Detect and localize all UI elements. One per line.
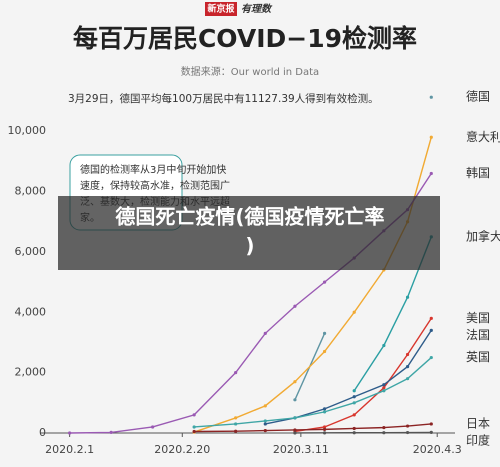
subtitle: 数据来源：Our world in Data xyxy=(181,65,319,78)
banner-bg xyxy=(58,196,440,270)
point xyxy=(293,380,297,384)
point xyxy=(234,422,238,426)
point xyxy=(405,365,410,369)
note-text: 德国的检测率从3月中旬开始加快 xyxy=(80,163,226,176)
banner-line-1: 德国死亡疫情(德国疫情死亡率 xyxy=(115,205,384,229)
point xyxy=(405,377,410,381)
y-tick-label: 2,000 xyxy=(15,366,47,379)
point xyxy=(429,135,433,139)
point xyxy=(352,431,356,435)
point xyxy=(322,407,327,411)
point xyxy=(322,349,327,354)
point xyxy=(293,398,297,402)
annotation: 3月29日，德国平均每100万居民中有11127.39人得到有效检测。 xyxy=(68,92,379,105)
y-tick-label: 10,000 xyxy=(8,124,47,137)
chart-title: 每百万居民COVID−19检测率 xyxy=(73,24,417,53)
legend-label: 印度 xyxy=(466,432,490,447)
point xyxy=(322,427,327,431)
series-line xyxy=(194,357,432,428)
point xyxy=(263,404,267,408)
point xyxy=(352,395,356,399)
point xyxy=(352,310,356,314)
point xyxy=(429,430,433,434)
point xyxy=(322,280,327,284)
point xyxy=(352,413,356,417)
legend-label: 法国 xyxy=(466,328,490,342)
point xyxy=(151,425,155,429)
point xyxy=(429,328,433,332)
point xyxy=(293,428,297,432)
point xyxy=(352,389,356,393)
point xyxy=(322,410,327,414)
point xyxy=(322,331,327,336)
point xyxy=(192,413,196,417)
point xyxy=(429,355,433,360)
logo: 有理数 xyxy=(241,3,273,15)
banner-line-2: ) xyxy=(245,234,254,258)
point xyxy=(382,383,386,387)
y-tick-label: 8,000 xyxy=(15,185,47,198)
legend-label: 德国 xyxy=(466,89,490,104)
point xyxy=(322,431,327,435)
point xyxy=(382,425,386,430)
logo-badge xyxy=(205,2,237,16)
point xyxy=(234,371,238,375)
point xyxy=(429,95,433,99)
point xyxy=(429,422,433,426)
point xyxy=(263,419,267,423)
point xyxy=(429,171,433,176)
point xyxy=(109,430,113,434)
point xyxy=(405,352,410,357)
legend-label: 韩国 xyxy=(466,165,490,180)
point xyxy=(405,424,410,428)
legend-label: 日本 xyxy=(466,416,490,430)
point xyxy=(263,428,267,433)
y-tick-label: 6,000 xyxy=(15,245,47,258)
point xyxy=(263,331,267,336)
point xyxy=(352,426,356,431)
point xyxy=(352,401,356,405)
x-tick-label: 2020.3.11 xyxy=(273,443,329,456)
point xyxy=(263,422,267,426)
y-tick-label: 4,000 xyxy=(15,305,47,318)
point xyxy=(405,430,410,435)
point xyxy=(192,429,196,434)
point xyxy=(68,431,72,435)
point xyxy=(234,429,238,433)
point xyxy=(293,431,297,435)
point xyxy=(429,316,433,320)
x-tick-label: 2020.2.20 xyxy=(154,443,210,456)
series-line xyxy=(294,431,432,434)
note-text: 速度，保持较高水准，检测范围广 xyxy=(80,179,230,192)
point xyxy=(293,416,297,420)
series-line xyxy=(265,330,432,425)
point xyxy=(382,386,386,390)
y-tick-label: 0 xyxy=(39,426,46,439)
legend-label: 意大利 xyxy=(466,129,500,144)
legend-label: 加拿大 xyxy=(466,228,500,243)
point xyxy=(234,416,238,420)
logo: 新京报 xyxy=(207,3,234,15)
x-tick-label: 2020.4.3 xyxy=(413,443,462,456)
legend-label: 英国 xyxy=(466,350,490,364)
point xyxy=(382,343,386,348)
point xyxy=(382,431,386,435)
legend-label: 美国 xyxy=(466,311,490,325)
point xyxy=(382,389,386,393)
point xyxy=(192,425,196,429)
series-line xyxy=(294,317,432,433)
point xyxy=(322,425,327,429)
point xyxy=(293,304,297,308)
x-tick-label: 2020.2.1 xyxy=(45,443,94,456)
point xyxy=(405,295,410,299)
